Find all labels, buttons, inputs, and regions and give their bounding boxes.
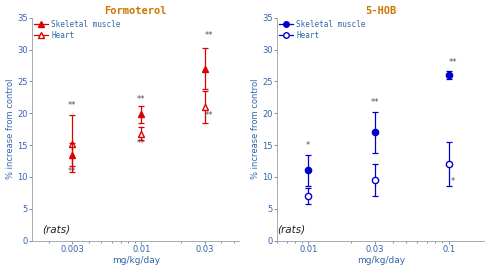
Text: **: ** — [205, 111, 213, 120]
Legend: Skeletal muscle, Heart: Skeletal muscle, Heart — [279, 20, 366, 40]
Text: **: ** — [68, 167, 76, 176]
Text: *: * — [306, 141, 310, 150]
X-axis label: mg/kg/day: mg/kg/day — [112, 256, 160, 265]
Text: **: ** — [137, 95, 146, 104]
Text: (rats): (rats) — [277, 224, 305, 234]
Title: 5-HOB: 5-HOB — [365, 6, 396, 15]
Text: **: ** — [371, 98, 379, 107]
Y-axis label: % increase from control: % increase from control — [5, 79, 15, 179]
Text: *: * — [451, 178, 455, 186]
Legend: Skeletal muscle, Heart: Skeletal muscle, Heart — [34, 20, 121, 40]
Text: **: ** — [137, 139, 146, 148]
X-axis label: mg/kg/day: mg/kg/day — [357, 256, 405, 265]
Y-axis label: % increase from control: % increase from control — [250, 79, 260, 179]
Text: **: ** — [205, 31, 213, 40]
Text: **: ** — [449, 58, 458, 67]
Title: Formoterol: Formoterol — [104, 6, 167, 15]
Text: **: ** — [68, 101, 76, 110]
Text: (rats): (rats) — [43, 224, 71, 234]
